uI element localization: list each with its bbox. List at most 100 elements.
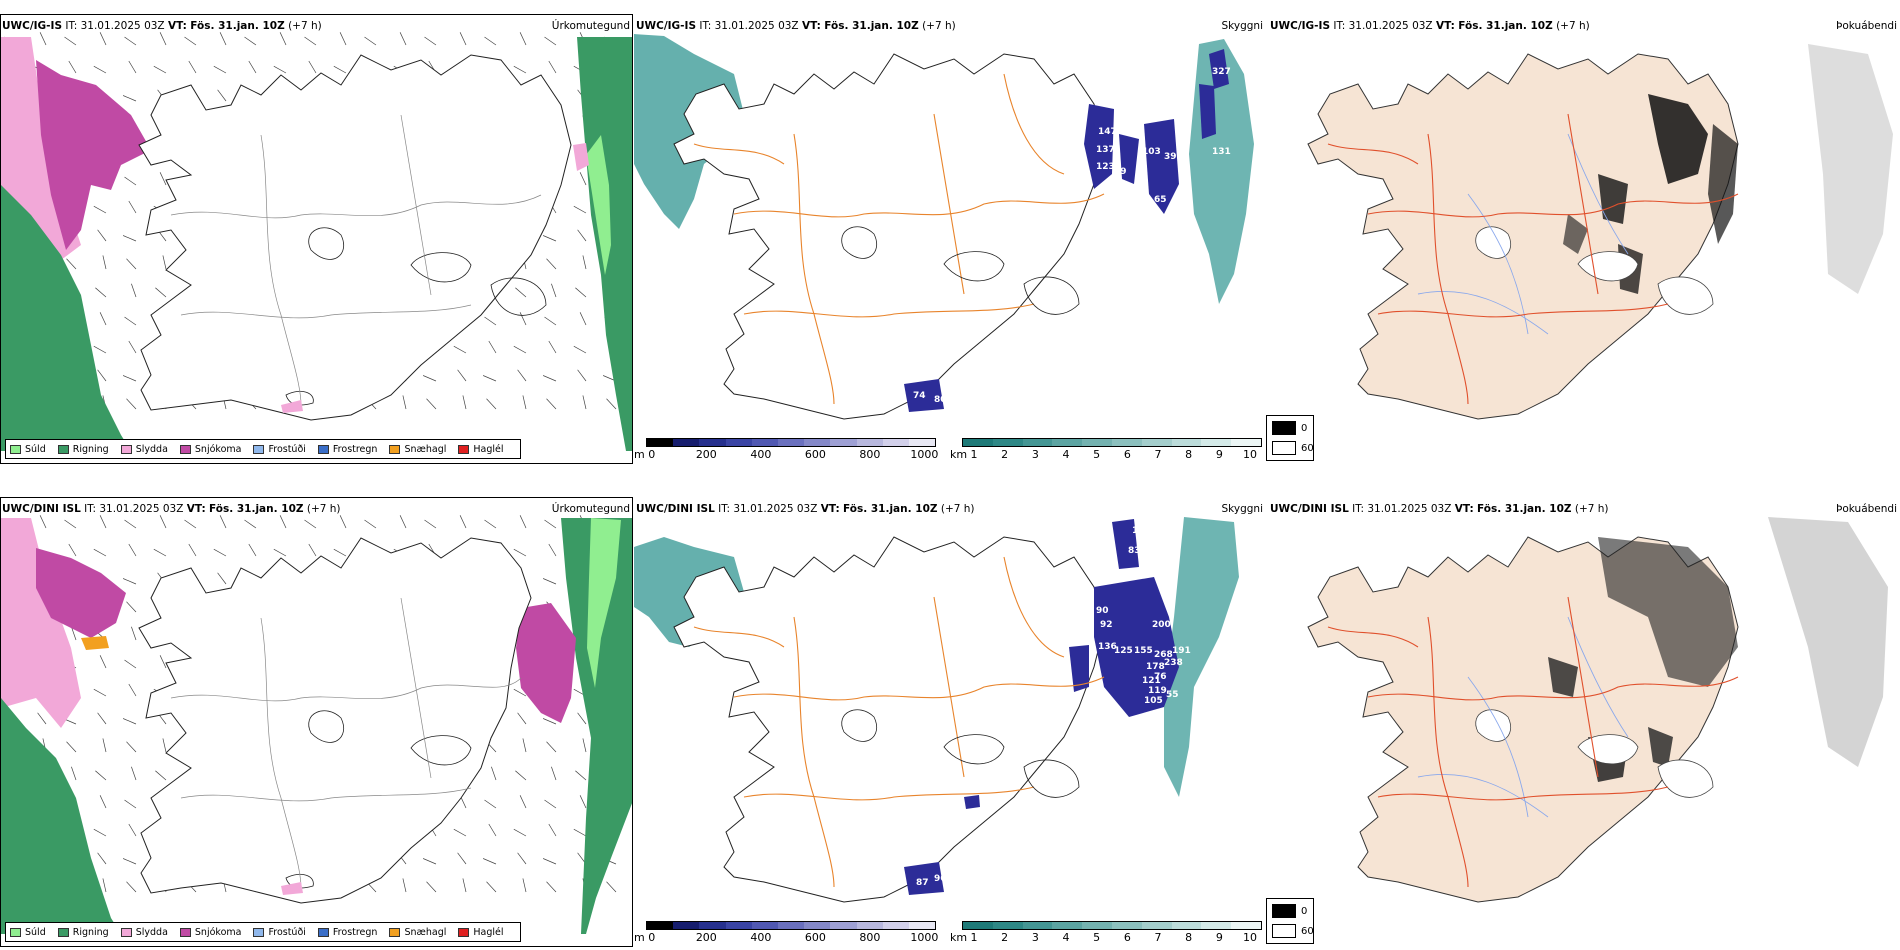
wind-barb: [544, 799, 557, 809]
fog-legend-top-label: 0: [1301, 905, 1308, 917]
colorbar-tick-label: 0: [648, 448, 656, 461]
visibility-value-label: 123: [1096, 162, 1115, 172]
legend-swatch: [458, 927, 470, 937]
wind-barb: [579, 172, 587, 186]
wind-barb: [93, 345, 107, 354]
wind-barb: [244, 519, 257, 529]
precip-type-panel-row2: Súld Rigning Slydda Snjókoma Frostúði Frostre…: [0, 497, 633, 947]
wind-barb: [402, 878, 407, 893]
visibility-value-label: 76: [1154, 672, 1167, 682]
legend-swatch: [10, 927, 21, 937]
colorbar-cell-2: [1022, 922, 1053, 929]
visibility-value-label: 327: [1212, 67, 1231, 77]
wind-barb: [159, 515, 167, 529]
precip-type-legend-row1: Súld Rigning Slydda Snjókoma Frostúði Frostre…: [5, 439, 521, 459]
legend-label: Rigning: [72, 443, 109, 455]
precip-type-legend-row2: Súld Rigning Slydda Snjókoma Frostúði Frostre…: [5, 922, 521, 942]
colorbar-tick-label: 600: [804, 931, 826, 944]
wind-barb: [579, 312, 587, 326]
wind-barb: [517, 852, 527, 865]
fog-white-icecaps: [1475, 709, 1714, 798]
wind-barb: [279, 515, 287, 529]
colorbar-cell-7: [830, 439, 857, 446]
fog-east-sea: [1768, 517, 1888, 767]
wind-barb: [551, 766, 557, 781]
precip-type-panel-row1: Súld Rigning Slydda Snjókoma Frostúði Frostre…: [0, 14, 633, 464]
legend-item-7: Haglél: [458, 444, 504, 455]
colorbar-cell-7: [1171, 439, 1202, 446]
wind-barb: [546, 881, 557, 893]
visibility-map-row1: 147 137 123 79 103 39 131 65 65 92 74 80 327: [634, 34, 1254, 420]
wind-barb: [159, 172, 167, 186]
wind-barb: [544, 519, 557, 529]
legend-item-5: Frostregn: [317, 443, 378, 455]
wind-barb: [244, 36, 257, 46]
visibility-value-label: 125: [1114, 646, 1133, 656]
wind-barb: [126, 601, 137, 613]
visibility-value-labels-row1: 147 137 123 79 103 39 131 65 65 92 74 80 327: [913, 67, 1231, 405]
colorbar-cell-5: [1111, 439, 1142, 446]
wind-barb: [424, 519, 437, 529]
wind-barb: [99, 312, 107, 326]
rivers-fog: [1417, 616, 1629, 818]
colorbar-cell-8: [856, 439, 883, 446]
wind-barb: [582, 255, 587, 270]
wind-barb: [544, 36, 557, 46]
visibility-value-label: 105: [1144, 696, 1163, 706]
wind-barb: [364, 36, 377, 46]
legend-label: Frostúði: [268, 926, 306, 938]
height-colorbar-row2: m 0 200 400 600 800 1000: [634, 921, 938, 944]
wind-barb: [99, 32, 107, 46]
colorbar-cell-5: [777, 439, 805, 446]
colorbar-ticks: 1 2 3 4 5 6 7 8 9 10: [962, 447, 1262, 461]
wind-barb: [122, 858, 137, 865]
wind-barb: [304, 36, 317, 46]
colorbar-tick-label: 1: [970, 931, 978, 944]
rain-area-east: [561, 518, 632, 934]
colorbar-unit: km: [950, 931, 968, 944]
colorbar-tick-label: 800: [859, 931, 881, 944]
wind-barb: [548, 823, 557, 837]
wind-barb: [577, 712, 587, 725]
fog-legend-bottom-label: 60: [1301, 925, 1314, 937]
wind-barb: [308, 60, 317, 74]
panel-header-row1-fog: UWC/IG-IS IT: 31.01.2025 03Z VT: Fös. 31…: [1270, 20, 1590, 32]
colorbar-cell-8: [1201, 439, 1232, 446]
legend-swatch: [179, 444, 191, 454]
legend-label: Rigning: [72, 926, 109, 938]
colorbar-cell-9: [1231, 439, 1261, 446]
wind-barb: [424, 36, 437, 46]
roads-grey: [170, 597, 522, 889]
ice-caps-vis: [841, 709, 1080, 798]
visibility-value-label: 90: [1096, 606, 1109, 616]
wind-barb: [279, 32, 287, 46]
visibility-value-label: 131: [1212, 147, 1231, 157]
precip-type-map-row2: [1, 515, 632, 934]
legend-swatch: [253, 444, 265, 454]
wind-barb: [153, 548, 167, 557]
wind-barb: [453, 345, 467, 354]
colorbar-tick-label: 3: [1031, 448, 1039, 461]
iceland-outline-vis: [673, 536, 1105, 903]
colorbar-cell-0: [963, 922, 993, 929]
legend-label: Snæhagl: [404, 443, 447, 455]
colorbar-cell-4: [751, 922, 778, 929]
wind-barb: [159, 32, 167, 46]
wind-barb: [453, 828, 467, 837]
colorbar-cell-3: [725, 439, 752, 446]
wind-barb: [402, 395, 407, 410]
wind-barb: [484, 36, 497, 46]
wind-barb: [155, 770, 167, 781]
wind-barb: [482, 858, 497, 865]
visibility-value-label: 74: [913, 391, 926, 401]
wind-barb: [575, 287, 587, 298]
colorbar-tick-label: 3: [1031, 931, 1039, 944]
legend-label: Frostregn: [332, 443, 378, 455]
colorbar-unit: m: [634, 931, 645, 944]
wind-barb: [484, 799, 497, 809]
fog-map-row2: [1307, 517, 1888, 903]
legend-swatch: [120, 444, 132, 454]
colorbar-tick-label: 4: [1062, 448, 1070, 461]
legend-swatch: [253, 927, 265, 937]
